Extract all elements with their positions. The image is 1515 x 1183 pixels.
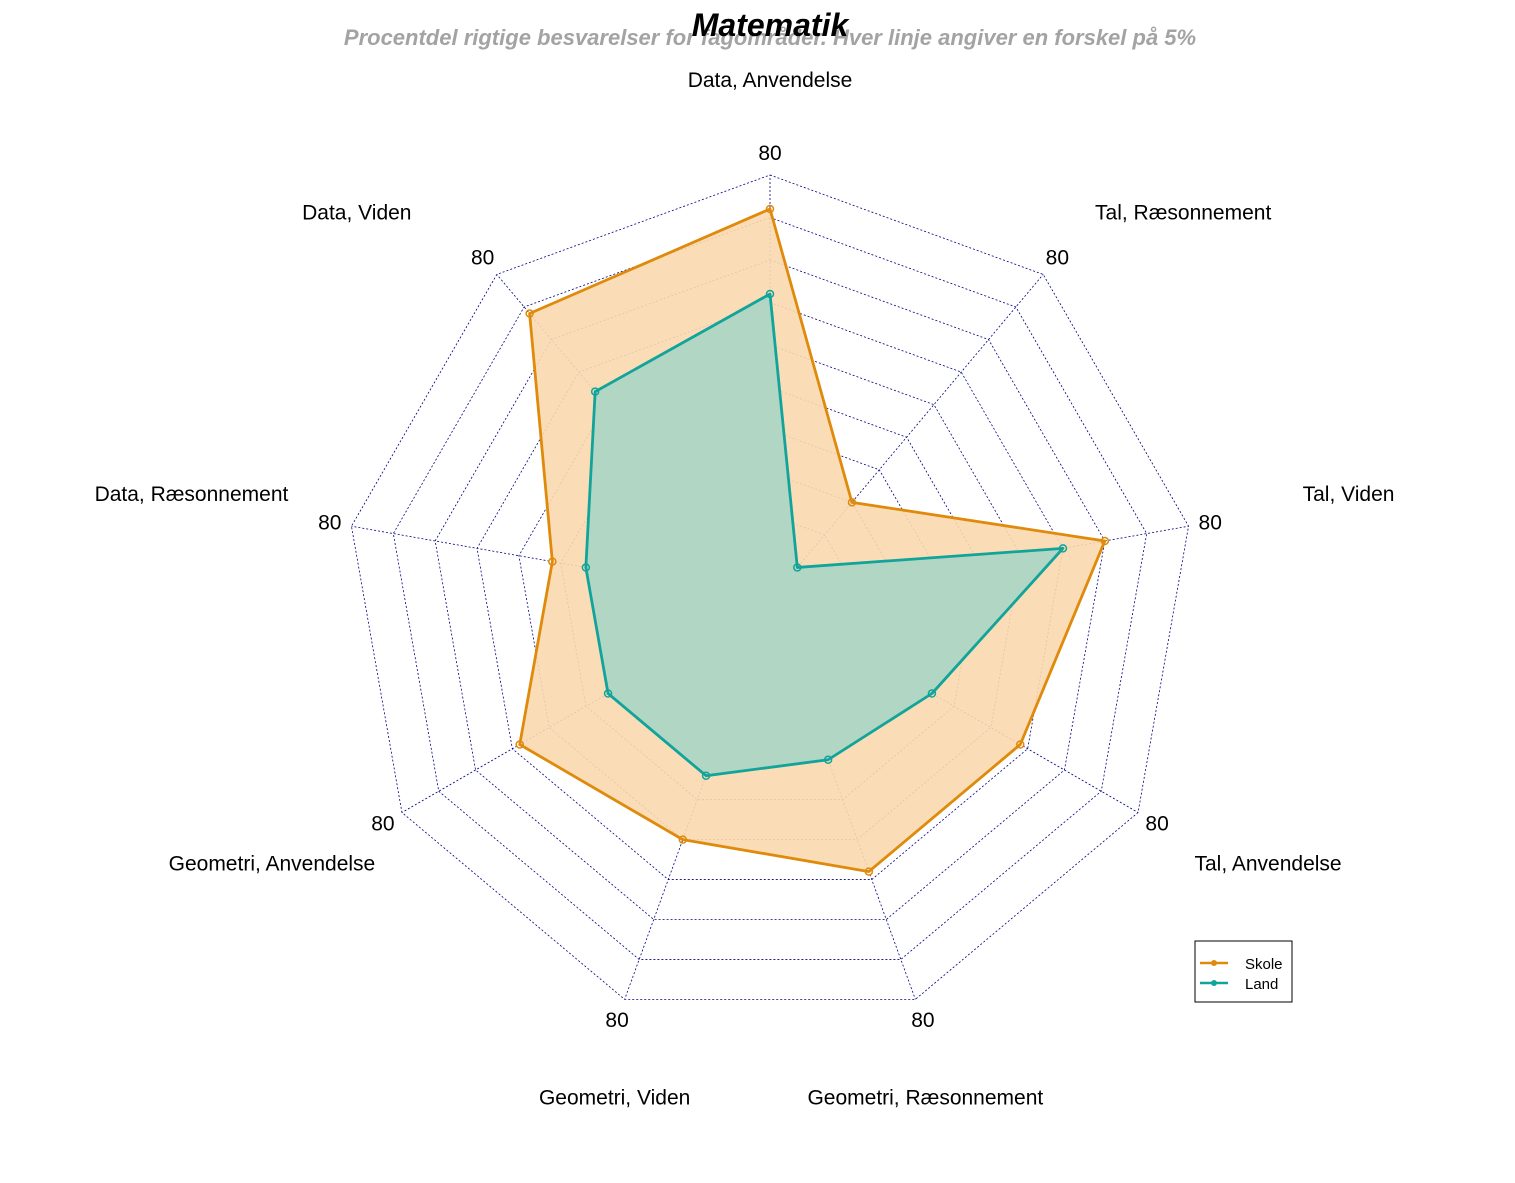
series-line-land <box>584 292 1065 778</box>
axis-label-7: Data, Ræsonnement <box>95 483 289 506</box>
tick-label-8: 80 <box>471 247 494 270</box>
axis-label-6: Geometri, Anvendelse <box>169 853 376 876</box>
point-skole-4 <box>864 867 874 876</box>
legend-marker-land <box>1211 980 1217 986</box>
point-skole-3 <box>1016 740 1025 749</box>
point-skole-0 <box>765 204 775 214</box>
chart-subtitle: Procentdel rigtige besvarelser for fagom… <box>344 25 1196 50</box>
series-line-skole <box>518 207 1107 873</box>
point-land-5 <box>701 771 711 780</box>
tick-label-5: 80 <box>605 1009 628 1032</box>
axis-label-5: Geometri, Viden <box>539 1086 690 1109</box>
grid-ring-8 <box>392 217 1148 960</box>
axis-label-2: Tal, Viden <box>1303 483 1395 506</box>
tick-label-4: 80 <box>911 1009 934 1032</box>
tick-label-7: 80 <box>318 511 341 534</box>
point-land-7 <box>581 563 591 572</box>
point-land-3 <box>927 689 937 698</box>
point-land-8 <box>590 387 600 396</box>
legend-marker-skole <box>1211 960 1217 966</box>
point-land-6 <box>603 689 613 698</box>
axis-label-1: Tal, Ræsonnement <box>1095 201 1271 224</box>
legend-label-land: Land <box>1245 976 1278 993</box>
series-layer <box>515 204 1110 876</box>
grid-spoke-1 <box>769 274 1044 601</box>
legend-box <box>1194 940 1293 1003</box>
chart-title: Matematik <box>692 7 851 43</box>
point-land-2 <box>1058 544 1068 553</box>
legend: Skole Land <box>1194 940 1293 1003</box>
point-skole-6 <box>515 740 524 749</box>
tick-label-3: 80 <box>1145 813 1168 836</box>
point-skole-7 <box>548 557 557 566</box>
point-skole-8 <box>525 309 534 318</box>
axis-label-4: Geometri, Ræsonnement <box>807 1086 1043 1109</box>
tick-label-1: 80 <box>1046 247 1069 270</box>
point-land-1 <box>793 563 802 572</box>
tick-label-0: 80 <box>758 142 781 165</box>
point-skole-1 <box>847 498 857 507</box>
axis-label-3: Tal, Anvendelse <box>1195 853 1342 876</box>
legend-label-skole: Skole <box>1245 956 1283 973</box>
grid-ring-7 <box>434 259 1106 920</box>
tick-label-2: 80 <box>1199 511 1222 534</box>
point-land-4 <box>823 755 833 764</box>
point-land-0 <box>765 289 775 299</box>
axis-label-8: Data, Viden <box>302 201 411 224</box>
grid-ring-6 <box>476 302 1064 880</box>
grid-ring-9 <box>351 174 1189 1000</box>
axis-label-0: Data, Anvendelse <box>688 69 853 92</box>
label-layer: 80 Data, Anvendelse 80 Tal, Ræsonnement 80 Ta… <box>95 69 1395 1109</box>
tick-label-6: 80 <box>371 813 394 836</box>
series-area-land <box>585 294 1063 776</box>
point-skole-2 <box>1100 536 1110 546</box>
point-skole-5 <box>678 835 688 844</box>
